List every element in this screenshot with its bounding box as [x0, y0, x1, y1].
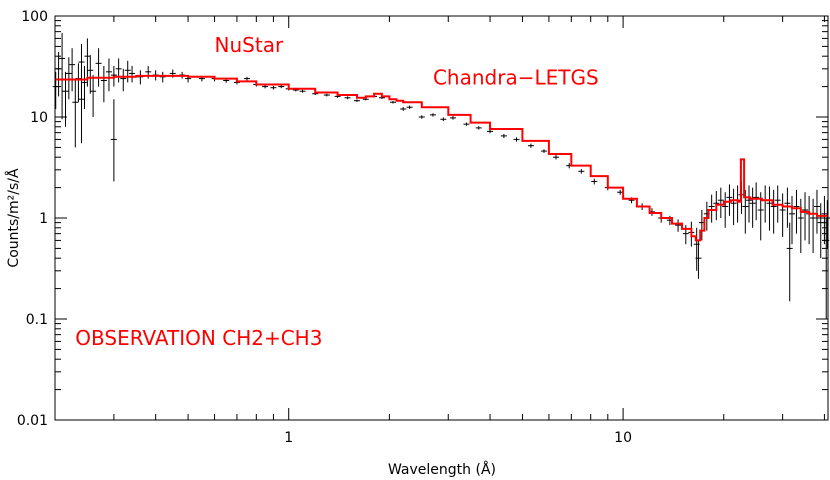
data-point: [695, 240, 702, 279]
data-point: [129, 65, 136, 83]
data-point: [540, 149, 547, 154]
y-axis-label: Counts/m²/s/Å: [5, 168, 22, 268]
data-point: [757, 192, 764, 241]
data-point: [81, 65, 88, 110]
data-point: [821, 196, 828, 245]
data-point: [513, 137, 520, 142]
data-point: [806, 196, 813, 245]
data-point: [278, 85, 285, 89]
data-point: [52, 71, 59, 110]
data-point: [69, 48, 76, 92]
data-point: [429, 113, 436, 117]
data-point: [793, 189, 800, 234]
data-point: [770, 189, 777, 234]
data-point: [299, 89, 306, 93]
data-point: [722, 192, 729, 228]
data-point: [817, 203, 824, 259]
data-point: [475, 126, 482, 130]
annotation-observation: OBSERVATION CH2+CH3: [75, 326, 322, 350]
data-point: [789, 196, 796, 245]
data-point: [500, 133, 507, 138]
x-tick-label: 1: [284, 430, 293, 446]
data-point: [675, 219, 682, 232]
data-layer: [52, 32, 830, 319]
data-point: [708, 194, 715, 223]
x-tick-label: 10: [614, 430, 632, 446]
data-point: [270, 85, 277, 90]
data-point: [730, 188, 737, 226]
tick-layer: 1 10 0.01 0.1 1 10 100: [17, 9, 828, 446]
data-point: [784, 187, 791, 228]
data-point: [766, 186, 773, 231]
data-point: [65, 57, 72, 100]
data-point: [734, 185, 741, 223]
data-point: [406, 105, 413, 110]
data-point: [75, 63, 82, 103]
data-point: [487, 129, 494, 134]
y-tick-label: 0.1: [26, 312, 48, 328]
data-point: [440, 117, 447, 122]
data-point: [527, 143, 534, 148]
data-point: [115, 58, 122, 83]
annotation-letgs: Chandra−LETGS: [433, 65, 599, 89]
x-axis-label: Wavelength (Å): [388, 461, 496, 478]
data-point: [400, 107, 407, 111]
data-point: [753, 182, 760, 221]
data-point: [779, 193, 786, 237]
data-point: [105, 58, 112, 92]
data-point: [124, 60, 131, 83]
data-point: [786, 222, 793, 302]
data-point: [813, 189, 820, 234]
data-point: [323, 93, 330, 97]
annotation-nustar: NuStar: [215, 33, 284, 57]
data-point: [810, 198, 817, 254]
data-point: [762, 185, 769, 223]
model-curve: [55, 74, 828, 242]
data-point: [418, 115, 425, 119]
data-point: [137, 70, 144, 85]
data-point: [553, 155, 560, 160]
data-point: [120, 68, 127, 92]
data-point: [749, 187, 756, 228]
data-point: [591, 178, 598, 185]
data-point: [72, 80, 79, 148]
y-tick-label: 10: [30, 110, 48, 126]
y-tick-label: 100: [21, 9, 48, 25]
data-point: [717, 187, 724, 218]
data-point: [62, 71, 69, 127]
data-point: [746, 185, 753, 223]
data-point: [463, 122, 470, 126]
data-point: [450, 116, 457, 120]
data-point: [95, 48, 102, 87]
y-tick-label: 0.01: [17, 413, 48, 429]
data-point: [726, 184, 733, 216]
data-point: [90, 75, 97, 117]
data-point: [110, 99, 117, 182]
data-point: [59, 32, 66, 120]
annotation-layer: NuStar Chandra−LETGS OBSERVATION CH2+CH3: [75, 33, 598, 350]
y-tick-label: 1: [39, 211, 48, 227]
data-point: [243, 76, 250, 81]
data-point: [824, 200, 830, 249]
data-point: [78, 65, 85, 144]
data-point: [344, 96, 351, 100]
data-point: [802, 192, 809, 241]
data-point: [389, 101, 396, 104]
data-point: [100, 65, 107, 103]
data-point: [578, 169, 585, 174]
data-point: [353, 99, 360, 102]
label-layer: Wavelength (Å) Counts/m²/s/Å: [5, 168, 496, 478]
model-layer: [55, 74, 828, 242]
data-point: [159, 71, 166, 83]
data-point: [87, 55, 94, 94]
